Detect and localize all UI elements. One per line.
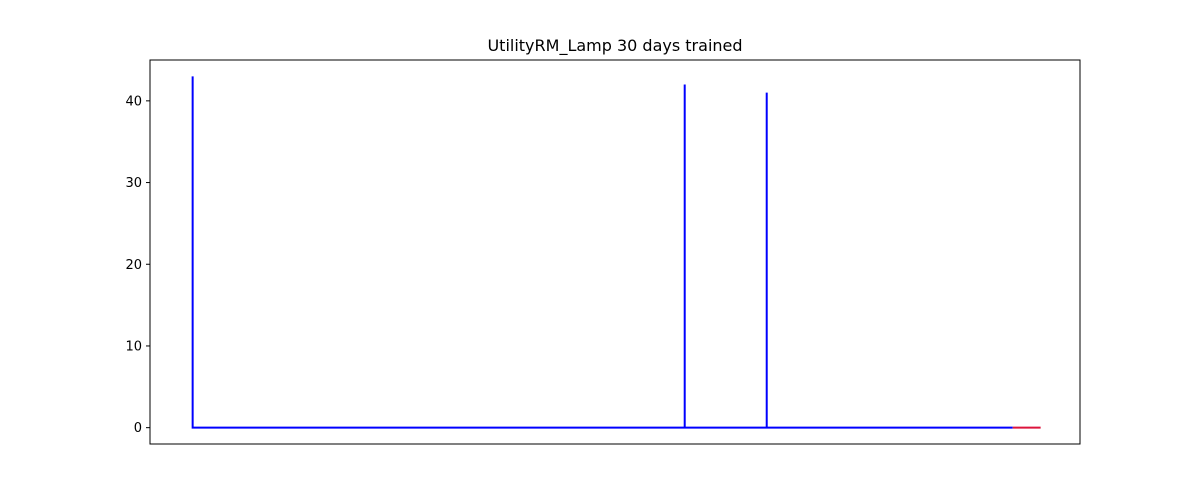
y-tick-label: 10 [125, 339, 142, 354]
series-line-0 [191, 76, 1013, 429]
y-tick-label: 20 [125, 258, 142, 273]
y-tick-label: 40 [125, 94, 142, 109]
plot-area [191, 76, 1041, 429]
chart-title: UtilityRM_Lamp 30 days trained [487, 36, 742, 56]
y-tick-label: 0 [134, 421, 142, 436]
y-tick-label: 30 [125, 176, 142, 191]
y-axis: 0 10 20 30 40 [125, 94, 150, 436]
plot-frame [149, 59, 1081, 445]
